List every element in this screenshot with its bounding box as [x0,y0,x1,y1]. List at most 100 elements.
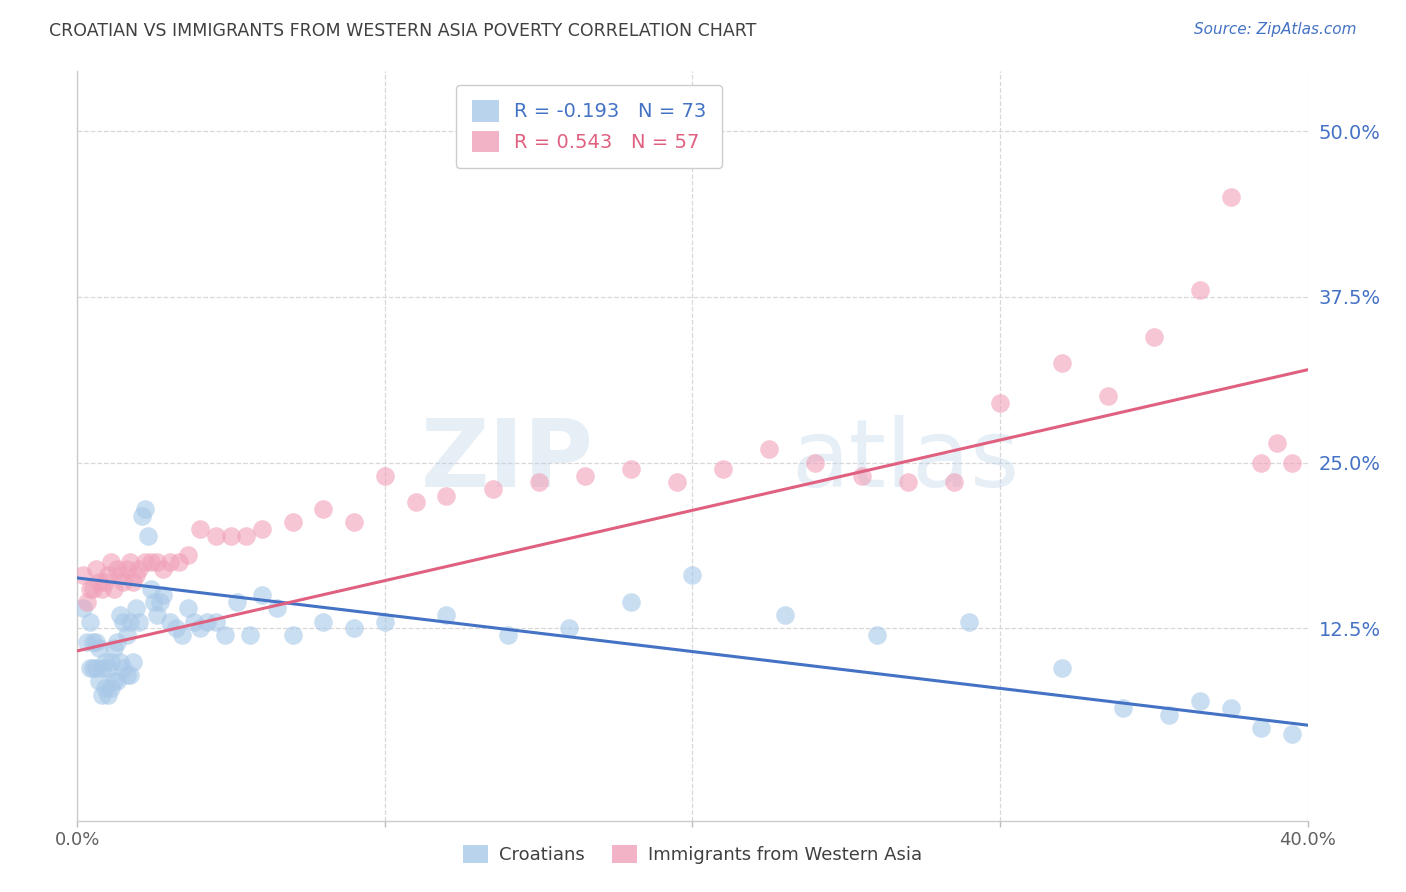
Point [94,681,117,695]
Point [146,608,169,623]
Point [128,562,150,576]
Point [281,515,304,529]
Point [76,595,98,609]
Point [118,667,141,681]
Point [159,555,181,569]
Point [1159,707,1181,722]
Point [170,628,193,642]
Point [118,615,141,629]
Point [90,688,114,702]
Point [115,628,138,642]
Point [204,615,226,629]
Point [125,601,148,615]
Point [94,655,117,669]
Point [195,615,218,629]
Point [620,462,643,476]
Point [143,595,166,609]
Point [103,582,125,596]
Point [188,522,212,536]
Point [118,555,141,569]
Point [167,555,190,569]
Point [1112,701,1135,715]
Point [110,655,132,669]
Point [105,634,128,648]
Point [79,661,101,675]
Point [82,582,104,596]
Point [219,528,242,542]
Point [87,674,110,689]
Point [188,621,212,635]
Point [1143,329,1166,343]
Point [125,568,148,582]
Point [105,562,128,576]
Point [141,582,163,596]
Point [239,628,262,642]
Point [121,574,143,589]
Point [1188,283,1211,297]
Point [496,628,519,642]
Point [84,634,107,648]
Text: ZIP: ZIP [422,415,595,507]
Point [711,462,734,476]
Point [134,555,156,569]
Point [87,574,110,589]
Point [152,588,174,602]
Point [481,482,503,496]
Point [112,615,135,629]
Point [128,615,150,629]
Point [72,601,94,615]
Point [183,615,205,629]
Point [851,468,873,483]
Point [97,688,120,702]
Point [436,489,458,503]
Point [100,555,122,569]
Point [804,456,827,470]
Point [1219,190,1241,204]
Point [165,621,187,635]
Point [141,555,163,569]
Point [112,574,135,589]
Text: atlas: atlas [792,415,1019,507]
Point [100,681,122,695]
Point [110,568,132,582]
Text: CROATIAN VS IMMIGRANTS FROM WESTERN ASIA POVERTY CORRELATION CHART: CROATIAN VS IMMIGRANTS FROM WESTERN ASIA… [49,22,756,40]
Point [266,601,288,615]
Legend: Croatians, Immigrants from Western Asia: Croatians, Immigrants from Western Asia [456,838,929,871]
Point [112,661,135,675]
Point [897,475,920,490]
Point [527,475,550,490]
Point [682,568,704,582]
Point [72,568,94,582]
Point [152,562,174,576]
Point [204,528,226,542]
Point [574,468,596,483]
Point [100,655,122,669]
Point [79,615,101,629]
Point [1188,694,1211,708]
Point [214,628,236,642]
Point [110,608,132,623]
Point [146,555,169,569]
Point [84,562,107,576]
Point [87,641,110,656]
Point [343,515,366,529]
Point [134,502,156,516]
Point [250,522,273,536]
Point [405,495,427,509]
Point [226,595,249,609]
Point [121,655,143,669]
Point [1250,721,1272,735]
Point [758,442,780,457]
Point [312,502,335,516]
Point [115,667,138,681]
Point [620,595,643,609]
Point [1050,356,1073,370]
Point [1265,435,1288,450]
Point [1097,389,1119,403]
Point [866,628,889,642]
Point [97,661,120,675]
Point [84,661,107,675]
Point [436,608,458,623]
Point [159,615,181,629]
Point [343,621,366,635]
